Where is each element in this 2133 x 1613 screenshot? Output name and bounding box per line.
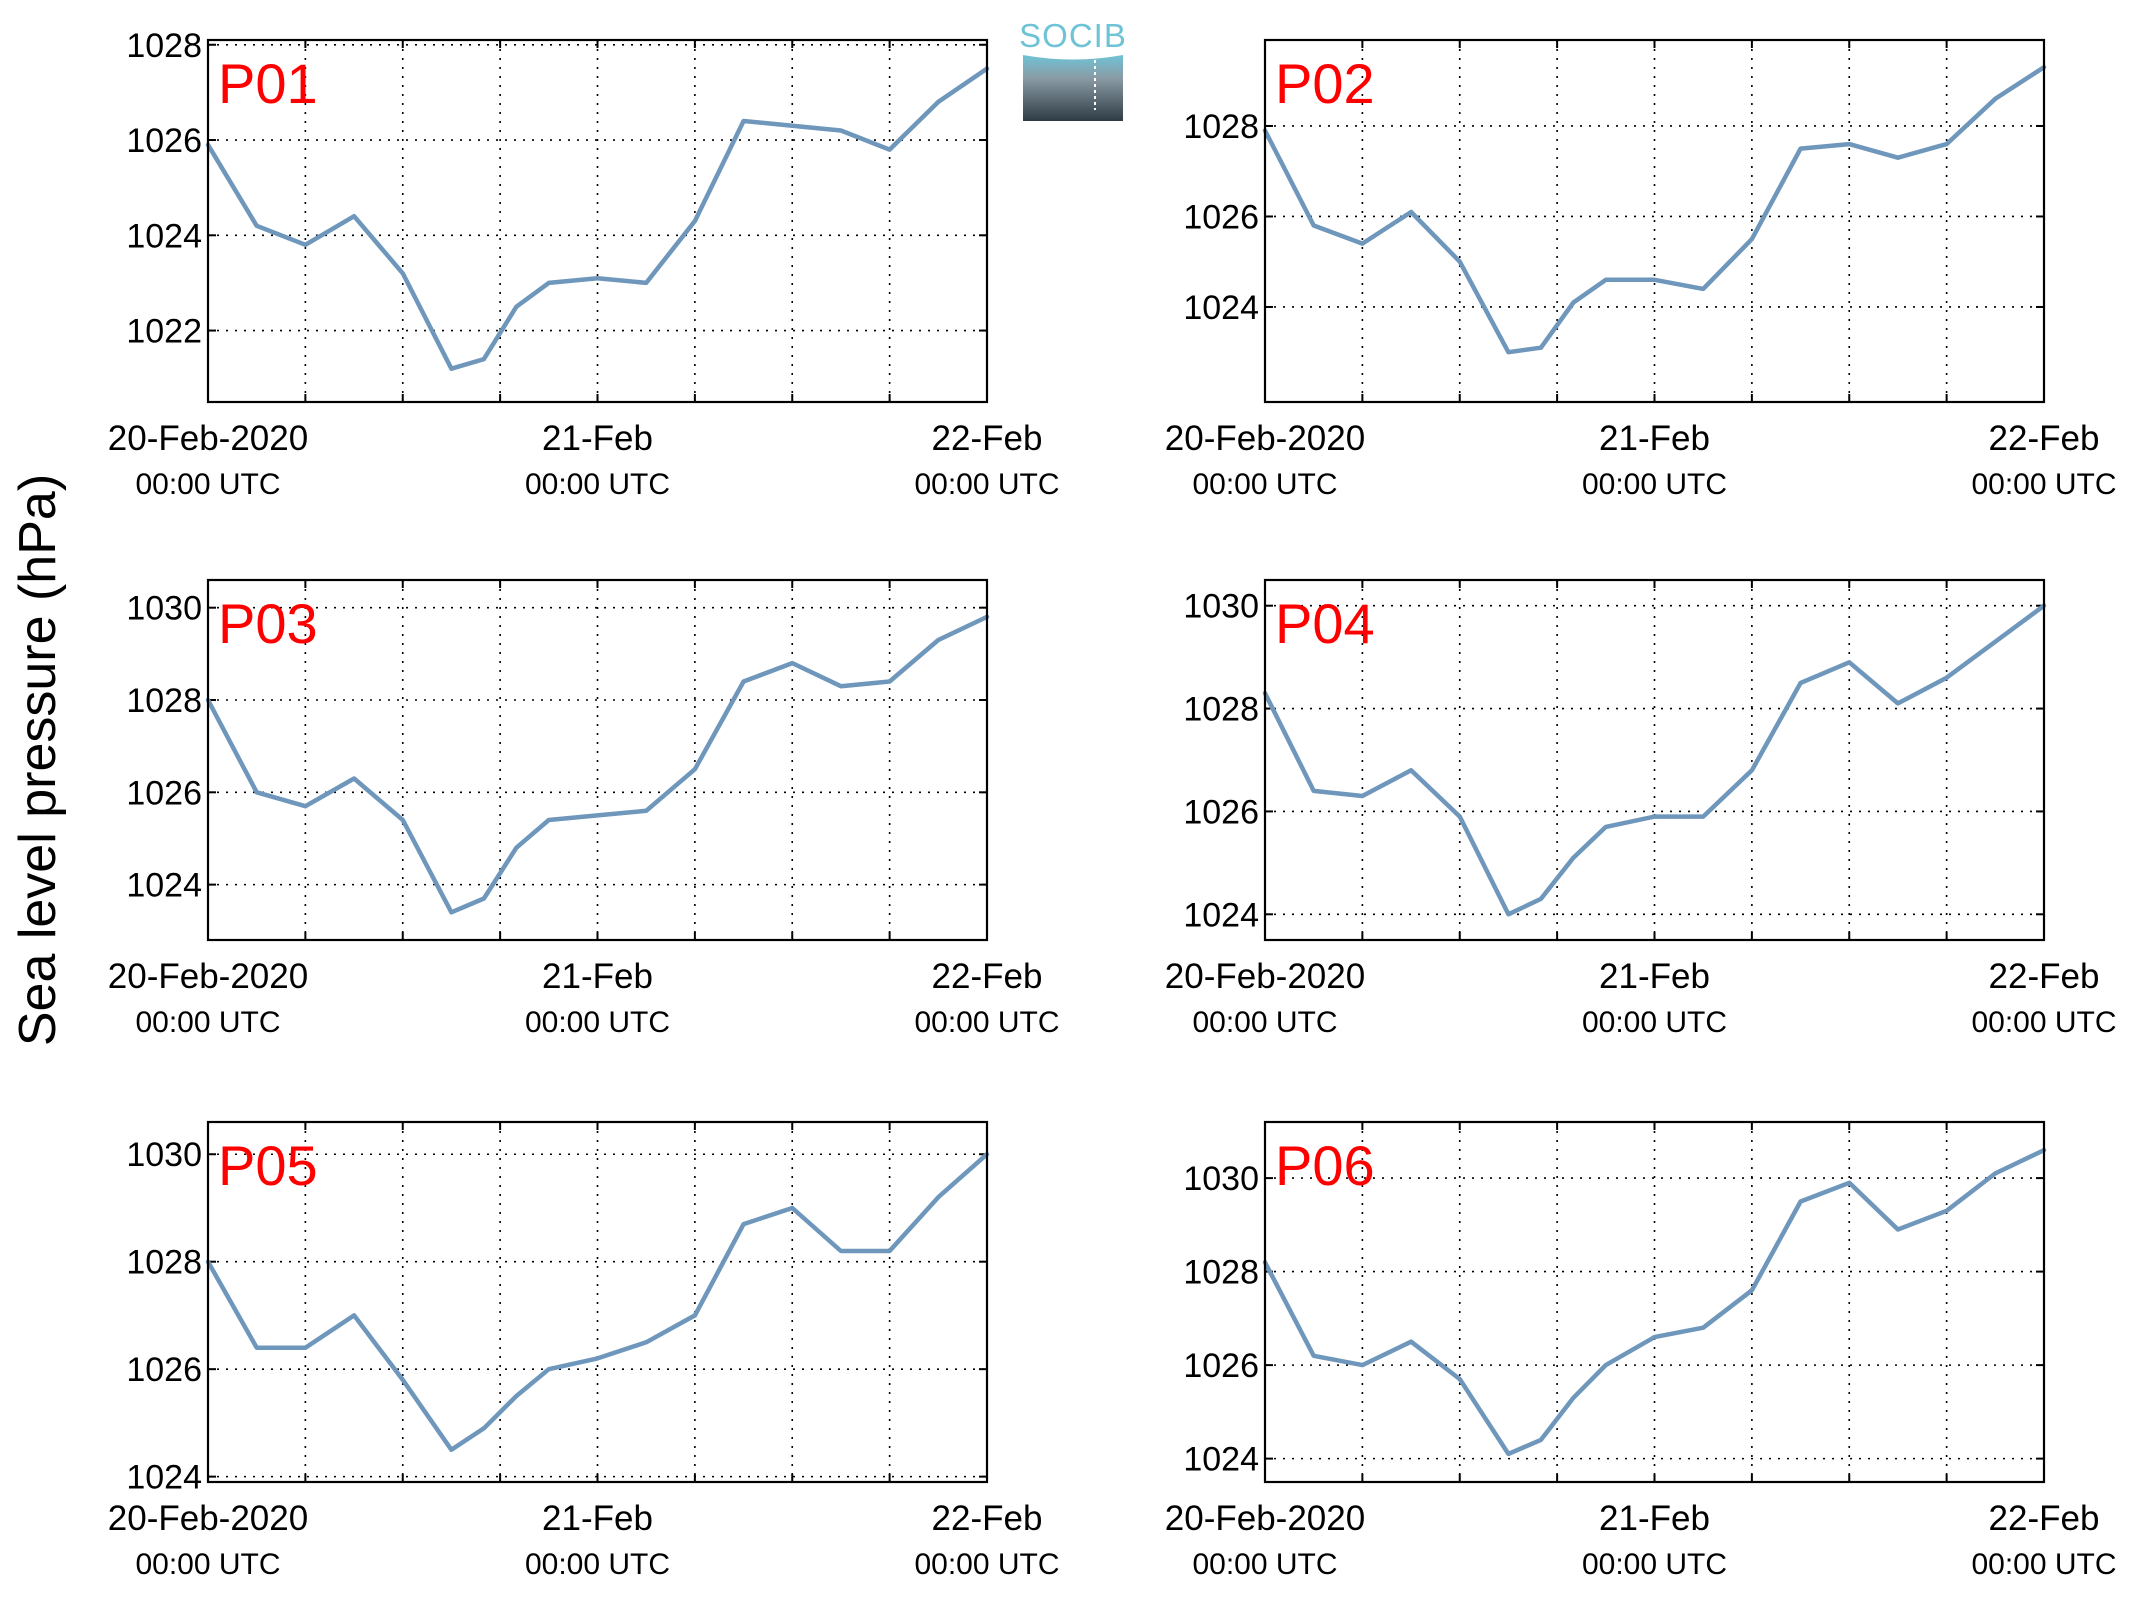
y-tick-label: 1026 xyxy=(1183,198,1259,236)
panel-label: P06 xyxy=(1275,1134,1375,1197)
panel-label: P03 xyxy=(218,592,318,655)
y-tick-label: 1024 xyxy=(1183,896,1259,934)
x-tick-label-time: 00:00 UTC xyxy=(1192,1006,1337,1039)
plot-frame xyxy=(1263,1120,2046,1484)
panel-p05: P05 1024 1026 1028 1030 20-Feb-2020 00:00 UTC 2… xyxy=(108,1120,1060,1581)
x-tick-label-time: 00:00 UTC xyxy=(1192,468,1337,501)
y-tick-label: 1026 xyxy=(126,774,202,812)
y-tick-label: 1028 xyxy=(126,27,202,65)
x-tick-label-time: 00:00 UTC xyxy=(1192,1548,1337,1581)
panel-label: P02 xyxy=(1275,52,1375,115)
panels-container: P01 1022 1024 1026 1028 20-Feb-2020 00:00 UTC 2… xyxy=(108,27,2117,1581)
y-tick-label: 1024 xyxy=(1183,1441,1259,1479)
y-tick-label: 1026 xyxy=(126,1351,202,1389)
pressure-series-line xyxy=(1262,64,2047,355)
panel-p01: P01 1022 1024 1026 1028 20-Feb-2020 00:00 UTC 2… xyxy=(108,27,1060,501)
y-tick-label: 1026 xyxy=(126,122,202,160)
y-tick-label: 1028 xyxy=(126,1244,202,1282)
y-tick-label: 1028 xyxy=(1183,108,1259,146)
plot-frame xyxy=(1263,38,2046,404)
socib-logo: SOCIB xyxy=(1019,17,1127,121)
x-tick-label-date: 22-Feb xyxy=(932,419,1043,458)
y-tick-label: 1024 xyxy=(126,1459,202,1497)
panel-label: P04 xyxy=(1275,592,1375,655)
x-tick-label-time: 00:00 UTC xyxy=(135,468,280,501)
x-tick-label-date: 20-Feb-2020 xyxy=(1165,1499,1365,1538)
y-tick-label: 1028 xyxy=(1183,1254,1259,1292)
plot-frame xyxy=(206,1120,989,1484)
x-tick-label-date: 21-Feb xyxy=(542,1499,653,1538)
x-tick-label-time: 00:00 UTC xyxy=(914,1006,1059,1039)
x-tick-label-time: 00:00 UTC xyxy=(914,1548,1059,1581)
socib-logo-block xyxy=(1023,55,1123,121)
panel-p06: P06 1024 1026 1028 1030 20-Feb-2020 00:00 UTC 2… xyxy=(1165,1120,2117,1581)
pressure-series-line xyxy=(1262,1147,2047,1457)
x-tick-label-date: 22-Feb xyxy=(932,957,1043,996)
x-tick-label-time: 00:00 UTC xyxy=(914,468,1059,501)
x-tick-label-time: 00:00 UTC xyxy=(135,1548,280,1581)
pressure-series-line xyxy=(205,66,990,371)
x-tick-label-time: 00:00 UTC xyxy=(525,468,670,501)
plot-frame xyxy=(206,38,989,404)
x-tick-label-date: 20-Feb-2020 xyxy=(1165,419,1365,458)
y-tick-label: 1022 xyxy=(126,313,202,351)
x-tick-label-time: 00:00 UTC xyxy=(1971,468,2116,501)
panel-label: P05 xyxy=(218,1134,318,1197)
panel-p04: P04 1024 1026 1028 1030 20-Feb-2020 00:00 UTC 2… xyxy=(1165,578,2117,1039)
y-tick-label: 1028 xyxy=(1183,691,1259,729)
y-tick-label: 1024 xyxy=(1183,289,1259,327)
x-tick-label-date: 22-Feb xyxy=(932,1499,1043,1538)
y-axis-label: Sea level pressure (hPa) xyxy=(9,474,67,1046)
y-tick-label: 1030 xyxy=(1183,588,1259,626)
x-tick-label-time: 00:00 UTC xyxy=(1582,1548,1727,1581)
plot-frame xyxy=(1263,578,2046,942)
y-tick-label: 1024 xyxy=(126,867,202,905)
x-tick-label-time: 00:00 UTC xyxy=(1971,1006,2116,1039)
x-tick-label-date: 22-Feb xyxy=(1989,957,2100,996)
panel-p03: P03 1024 1026 1028 1030 20-Feb-2020 00:00 UTC 2… xyxy=(108,578,1060,1039)
y-tick-label: 1024 xyxy=(126,217,202,255)
x-tick-label-date: 21-Feb xyxy=(542,419,653,458)
x-tick-label-date: 21-Feb xyxy=(542,957,653,996)
x-tick-label-date: 20-Feb-2020 xyxy=(1165,957,1365,996)
x-tick-label-date: 21-Feb xyxy=(1599,1499,1710,1538)
x-tick-label-time: 00:00 UTC xyxy=(525,1006,670,1039)
x-tick-label-date: 20-Feb-2020 xyxy=(108,1499,308,1538)
x-tick-label-date: 22-Feb xyxy=(1989,1499,2100,1538)
pressure-series-line xyxy=(205,1151,990,1453)
x-tick-label-time: 00:00 UTC xyxy=(135,1006,280,1039)
x-tick-label-date: 20-Feb-2020 xyxy=(108,957,308,996)
y-tick-label: 1028 xyxy=(126,682,202,720)
x-tick-label-time: 00:00 UTC xyxy=(1582,468,1727,501)
pressure-series-line xyxy=(205,614,990,915)
x-tick-label-date: 20-Feb-2020 xyxy=(108,419,308,458)
y-tick-label: 1030 xyxy=(126,1136,202,1174)
y-tick-label: 1030 xyxy=(126,590,202,628)
plot-frame xyxy=(206,578,989,942)
panel-p02: P02 1024 1026 1028 20-Feb-2020 00:00 UTC 21-Fe… xyxy=(1165,38,2117,501)
x-tick-label-time: 00:00 UTC xyxy=(1971,1548,2116,1581)
pressure-series-line xyxy=(1262,603,2047,917)
x-tick-label-date: 21-Feb xyxy=(1599,957,1710,996)
x-tick-label-time: 00:00 UTC xyxy=(1582,1006,1727,1039)
x-tick-label-time: 00:00 UTC xyxy=(525,1548,670,1581)
y-tick-label: 1026 xyxy=(1183,793,1259,831)
socib-logo-text: SOCIB xyxy=(1019,17,1127,54)
y-tick-label: 1030 xyxy=(1183,1160,1259,1198)
x-tick-label-date: 21-Feb xyxy=(1599,419,1710,458)
y-tick-label: 1026 xyxy=(1183,1347,1259,1385)
x-tick-label-date: 22-Feb xyxy=(1989,419,2100,458)
panel-label: P01 xyxy=(218,52,318,115)
